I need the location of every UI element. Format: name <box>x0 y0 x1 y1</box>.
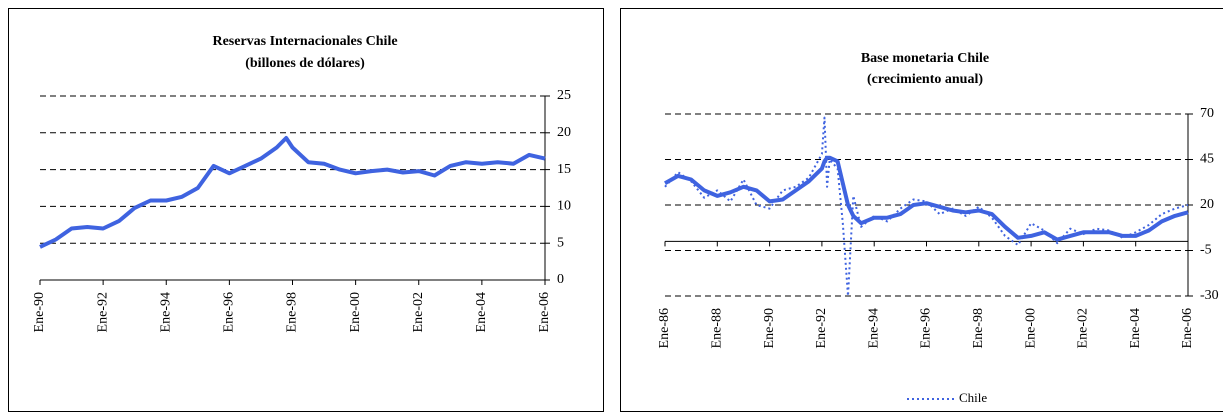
y-tick-label: 5 <box>557 235 564 250</box>
x-tick-label: Ene-94 <box>158 292 173 332</box>
y-tick-label: 15 <box>557 162 571 177</box>
x-tick-label: Ene-00 <box>1023 308 1038 348</box>
y-tick-label: 25 <box>557 88 571 103</box>
x-tick-label: Ene-02 <box>411 292 426 332</box>
x-tick-label: Ene-92 <box>95 292 110 332</box>
x-tick-label: Ene-88 <box>710 308 725 348</box>
x-tick-label: Ene-06 <box>537 292 552 332</box>
data-line <box>39 136 546 249</box>
legend-label: Chile <box>959 390 987 405</box>
chart-title: Base monetaria Chile <box>861 51 989 66</box>
y-tick-label: 20 <box>557 125 571 140</box>
chart-frame <box>620 8 1223 412</box>
chart-title: Reservas Internacionales Chile <box>212 34 397 49</box>
x-tick-label: Ene-04 <box>474 292 489 332</box>
x-tick-label: Ene-02 <box>1076 308 1091 348</box>
x-tick-label: Ene-96 <box>222 292 237 332</box>
chart-subtitle: (crecimiento anual) <box>867 72 983 87</box>
x-tick-label: Ene-96 <box>919 308 934 348</box>
x-tick-label: Ene-90 <box>32 292 47 332</box>
x-tick-label: Ene-92 <box>814 308 829 348</box>
chart-frame <box>8 8 604 412</box>
y-tick-label: 20 <box>1200 197 1214 212</box>
data-line <box>664 155 1189 242</box>
x-tick-label: Ene-00 <box>348 292 363 332</box>
y-tick-label: 70 <box>1200 106 1214 121</box>
x-tick-label: Ene-98 <box>971 308 986 348</box>
x-tick-label: Ene-94 <box>866 308 881 348</box>
data-line <box>664 116 1189 297</box>
x-tick-label: Ene-04 <box>1128 308 1143 348</box>
x-tick-label: Ene-90 <box>762 308 777 348</box>
y-tick-label: 10 <box>557 199 571 214</box>
x-tick-label: Ene-06 <box>1180 308 1195 348</box>
y-tick-label: -30 <box>1200 288 1219 303</box>
chart-subtitle: (billones de dólares) <box>245 56 365 71</box>
x-tick-label: Ene-86 <box>657 308 672 348</box>
y-tick-label: -5 <box>1200 243 1212 258</box>
x-tick-label: Ene-98 <box>285 292 300 332</box>
y-tick-label: 45 <box>1200 152 1214 167</box>
y-tick-label: 0 <box>557 272 564 287</box>
